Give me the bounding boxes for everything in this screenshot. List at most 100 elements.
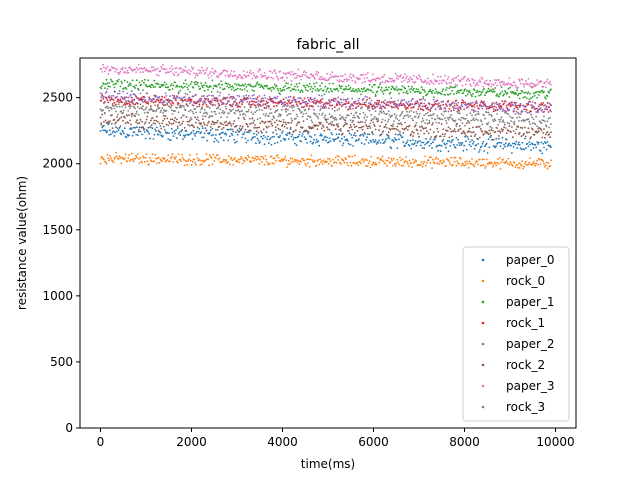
point — [107, 73, 110, 75]
point — [201, 85, 203, 87]
point — [373, 117, 375, 120]
point — [335, 118, 338, 121]
point — [436, 103, 439, 106]
point — [406, 141, 408, 144]
point — [395, 162, 398, 165]
point — [514, 166, 517, 169]
point — [244, 97, 247, 99]
point — [459, 142, 462, 145]
point — [153, 133, 156, 136]
point — [200, 131, 203, 134]
point — [293, 88, 295, 91]
point — [252, 71, 255, 74]
point — [477, 138, 479, 141]
point — [127, 122, 130, 124]
point — [440, 93, 443, 95]
point — [472, 93, 474, 95]
point — [251, 94, 254, 97]
point — [196, 81, 199, 84]
point — [366, 98, 368, 101]
point — [365, 119, 367, 121]
point — [436, 114, 439, 117]
point — [537, 108, 540, 111]
point — [255, 126, 257, 129]
point — [169, 157, 172, 160]
point — [521, 127, 524, 130]
point — [549, 116, 551, 119]
point — [220, 80, 223, 83]
point — [255, 106, 257, 109]
point — [212, 95, 215, 97]
point — [501, 120, 504, 123]
point — [435, 100, 438, 102]
point — [346, 122, 348, 125]
point — [373, 125, 376, 127]
point — [499, 167, 502, 170]
point — [240, 155, 243, 158]
point — [235, 88, 237, 91]
point — [305, 164, 308, 167]
point — [189, 124, 191, 127]
point — [262, 134, 265, 137]
point — [145, 106, 148, 109]
point — [179, 124, 182, 126]
point — [546, 78, 549, 81]
point — [487, 121, 490, 124]
point — [169, 103, 172, 105]
point — [122, 120, 124, 122]
point — [261, 86, 264, 89]
point — [320, 88, 322, 90]
point — [149, 108, 151, 111]
point — [425, 93, 428, 96]
point — [523, 165, 525, 168]
point — [149, 98, 151, 100]
point — [225, 107, 228, 110]
point — [297, 159, 300, 162]
point — [243, 131, 246, 134]
point — [158, 107, 161, 110]
legend-marker — [481, 279, 485, 283]
point — [274, 102, 277, 104]
point — [310, 119, 313, 122]
point — [189, 97, 191, 100]
point — [370, 113, 373, 116]
point — [213, 99, 216, 102]
point — [198, 98, 201, 101]
point — [427, 140, 430, 143]
point — [316, 88, 319, 90]
point — [287, 163, 289, 166]
point — [542, 111, 545, 114]
point — [318, 121, 321, 124]
point — [470, 94, 472, 96]
point — [238, 131, 241, 133]
point — [457, 74, 459, 77]
point — [145, 68, 148, 71]
point — [472, 164, 475, 166]
point — [176, 161, 179, 164]
point — [478, 90, 481, 93]
point — [474, 114, 477, 117]
point — [438, 122, 440, 124]
point — [318, 89, 321, 91]
point — [337, 96, 340, 99]
series-rock_0 — [99, 151, 552, 170]
point — [118, 155, 121, 158]
point — [268, 112, 271, 115]
point — [452, 156, 455, 159]
point — [406, 125, 408, 128]
point — [402, 132, 405, 134]
point — [525, 97, 528, 100]
point — [204, 101, 207, 104]
point — [374, 162, 377, 165]
point — [231, 85, 234, 88]
point — [341, 116, 344, 118]
point — [287, 113, 290, 115]
point — [379, 104, 381, 106]
point — [115, 82, 117, 85]
point — [416, 113, 419, 115]
point — [367, 162, 370, 165]
point — [529, 157, 531, 160]
point — [198, 127, 201, 130]
point — [332, 82, 334, 85]
